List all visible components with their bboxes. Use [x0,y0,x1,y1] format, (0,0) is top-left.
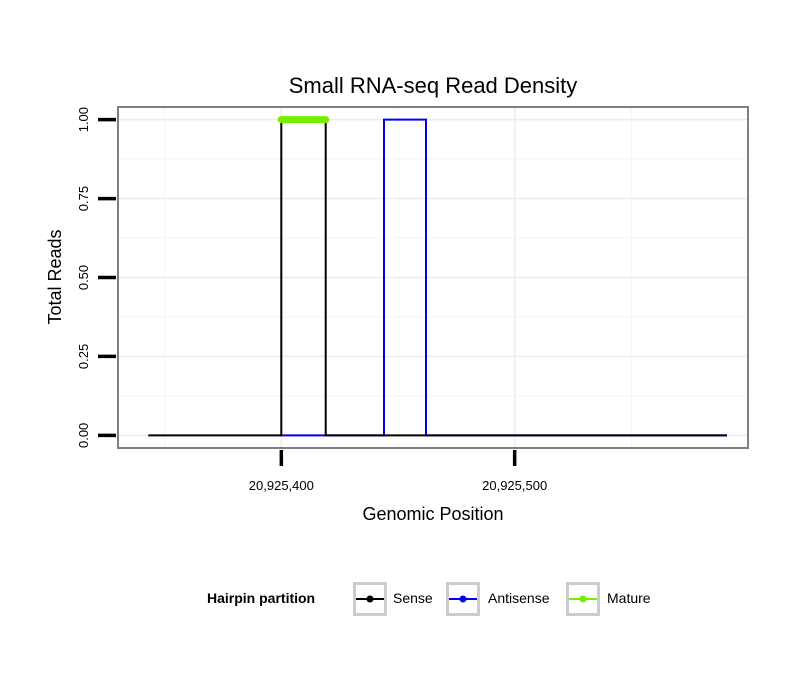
legend-key-point [579,595,587,603]
y-axis-title: Total Reads [45,229,65,324]
legend-label: Mature [607,590,651,606]
y-axis: 0.00 0.25 0.50 0.75 1.00 [76,107,116,448]
x-tick-label: 20,925,500 [482,478,547,493]
legend: Hairpin partition Sense Antisense Mature [207,582,651,616]
y-tick-label: 0.50 [76,265,91,290]
y-tick-label: 0.75 [76,186,91,211]
y-tick-label: 0.25 [76,344,91,369]
legend-item-mature: Mature [566,582,651,616]
legend-key-point [366,595,374,603]
x-axis-title: Genomic Position [362,504,503,524]
series-lines [148,116,727,437]
legend-label: Antisense [488,590,550,606]
legend-label: Sense [393,590,433,606]
y-tick-label: 1.00 [76,107,91,132]
legend-key-point [459,595,467,603]
chart-title: Small RNA-seq Read Density [289,73,578,98]
y-tick-label: 0.00 [76,423,91,448]
legend-item-antisense: Antisense [446,582,550,616]
legend-item-sense: Sense [353,582,433,616]
plot-panel-border [117,106,749,449]
legend-title: Hairpin partition [207,590,315,606]
x-axis: 20,925,400 20,925,500 [249,450,547,493]
x-tick-label: 20,925,400 [249,478,314,493]
